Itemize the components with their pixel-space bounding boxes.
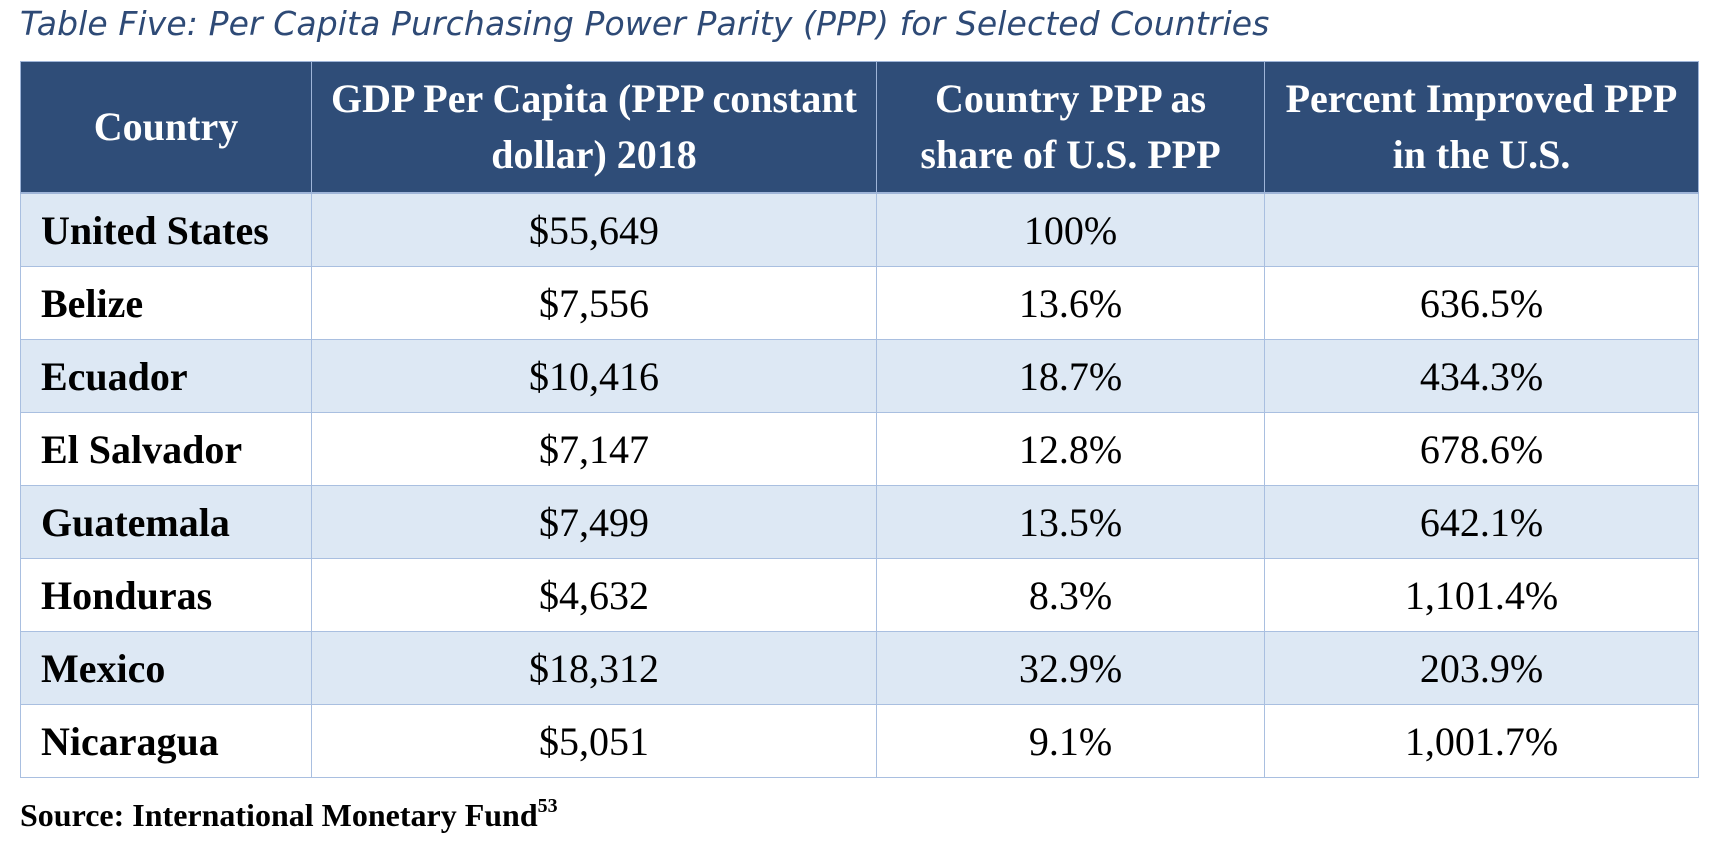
column-header-percent-improved: Percent Improved PPP in the U.S. — [1264, 61, 1699, 194]
table-body: United States $55,649 100% Belize $7,556… — [20, 192, 1699, 778]
improved-cell: 1,001.7% — [1264, 704, 1699, 778]
gdp-cell: $4,632 — [311, 558, 877, 632]
gdp-cell: $7,147 — [311, 412, 877, 486]
gdp-cell: $55,649 — [311, 192, 877, 267]
gdp-cell: $7,499 — [311, 485, 877, 559]
share-cell: 8.3% — [876, 558, 1265, 632]
table-row: Nicaragua $5,051 9.1% 1,001.7% — [20, 704, 1699, 778]
table-caption: Table Five: Per Capita Purchasing Power … — [20, 4, 1270, 43]
country-cell: United States — [20, 192, 312, 267]
improved-cell — [1264, 192, 1699, 267]
table-row: El Salvador $7,147 12.8% 678.6% — [20, 412, 1699, 486]
table-row: United States $55,649 100% — [20, 192, 1699, 267]
gdp-cell: $5,051 — [311, 704, 877, 778]
share-cell: 13.6% — [876, 266, 1265, 340]
share-cell: 9.1% — [876, 704, 1265, 778]
table-row: Honduras $4,632 8.3% 1,101.4% — [20, 558, 1699, 632]
footnote-reference: 53 — [537, 795, 558, 817]
table-row: Ecuador $10,416 18.7% 434.3% — [20, 339, 1699, 413]
table-header: Country GDP Per Capita (PPP constant dol… — [20, 61, 1699, 194]
ppp-table: Country GDP Per Capita (PPP constant dol… — [20, 61, 1699, 778]
country-cell: Nicaragua — [20, 704, 312, 778]
improved-cell: 642.1% — [1264, 485, 1699, 559]
improved-cell: 434.3% — [1264, 339, 1699, 413]
share-cell: 12.8% — [876, 412, 1265, 486]
gdp-cell: $10,416 — [311, 339, 877, 413]
share-cell: 13.5% — [876, 485, 1265, 559]
source-note: Source: International Monetary Fund53 — [20, 795, 558, 834]
header-row: Country GDP Per Capita (PPP constant dol… — [20, 61, 1699, 194]
country-cell: Guatemala — [20, 485, 312, 559]
improved-cell: 1,101.4% — [1264, 558, 1699, 632]
share-cell: 100% — [876, 192, 1265, 267]
improved-cell: 203.9% — [1264, 631, 1699, 705]
country-cell: Honduras — [20, 558, 312, 632]
country-cell: Ecuador — [20, 339, 312, 413]
gdp-cell: $18,312 — [311, 631, 877, 705]
column-header-share-of-us: Country PPP as share of U.S. PPP — [876, 61, 1265, 194]
source-text: Source: International Monetary Fund — [20, 797, 538, 833]
table-row: Belize $7,556 13.6% 636.5% — [20, 266, 1699, 340]
country-cell: Mexico — [20, 631, 312, 705]
table-row: Mexico $18,312 32.9% 203.9% — [20, 631, 1699, 705]
gdp-cell: $7,556 — [311, 266, 877, 340]
column-header-gdp-per-capita: GDP Per Capita (PPP constant dollar) 201… — [311, 61, 877, 194]
country-cell: El Salvador — [20, 412, 312, 486]
column-header-country: Country — [20, 61, 312, 194]
improved-cell: 636.5% — [1264, 266, 1699, 340]
share-cell: 18.7% — [876, 339, 1265, 413]
table-row: Guatemala $7,499 13.5% 642.1% — [20, 485, 1699, 559]
improved-cell: 678.6% — [1264, 412, 1699, 486]
share-cell: 32.9% — [876, 631, 1265, 705]
country-cell: Belize — [20, 266, 312, 340]
